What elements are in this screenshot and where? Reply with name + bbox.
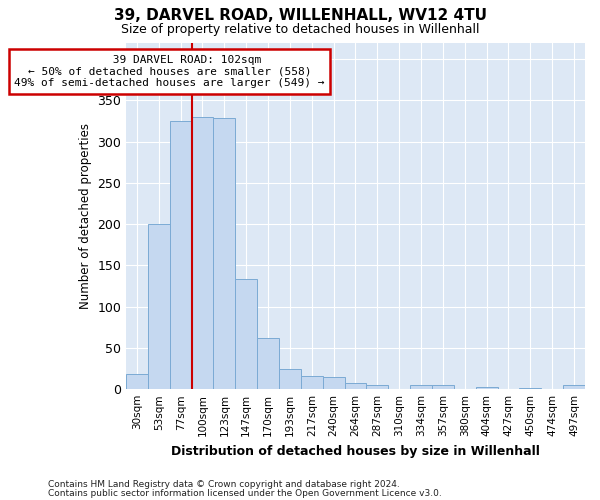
Bar	[520, 388, 541, 389]
Bar	[344, 384, 367, 389]
Bar	[148, 224, 170, 389]
Bar	[235, 280, 257, 389]
Bar	[170, 121, 191, 389]
Bar	[214, 118, 235, 389]
Bar	[191, 117, 214, 389]
Bar	[410, 385, 432, 389]
Bar	[126, 374, 148, 389]
Y-axis label: Number of detached properties: Number of detached properties	[79, 123, 92, 309]
Bar	[563, 385, 585, 389]
Bar	[323, 377, 344, 389]
Text: Contains public sector information licensed under the Open Government Licence v3: Contains public sector information licen…	[48, 488, 442, 498]
Bar	[279, 368, 301, 389]
X-axis label: Distribution of detached houses by size in Willenhall: Distribution of detached houses by size …	[171, 444, 540, 458]
Text: 39, DARVEL ROAD, WILLENHALL, WV12 4TU: 39, DARVEL ROAD, WILLENHALL, WV12 4TU	[113, 8, 487, 22]
Bar	[476, 386, 497, 389]
Bar	[301, 376, 323, 389]
Text: Contains HM Land Registry data © Crown copyright and database right 2024.: Contains HM Land Registry data © Crown c…	[48, 480, 400, 489]
Bar	[367, 385, 388, 389]
Bar	[257, 338, 279, 389]
Text: 39 DARVEL ROAD: 102sqm
← 50% of detached houses are smaller (558)
49% of semi-de: 39 DARVEL ROAD: 102sqm ← 50% of detached…	[14, 55, 325, 88]
Text: Size of property relative to detached houses in Willenhall: Size of property relative to detached ho…	[121, 22, 479, 36]
Bar	[432, 385, 454, 389]
